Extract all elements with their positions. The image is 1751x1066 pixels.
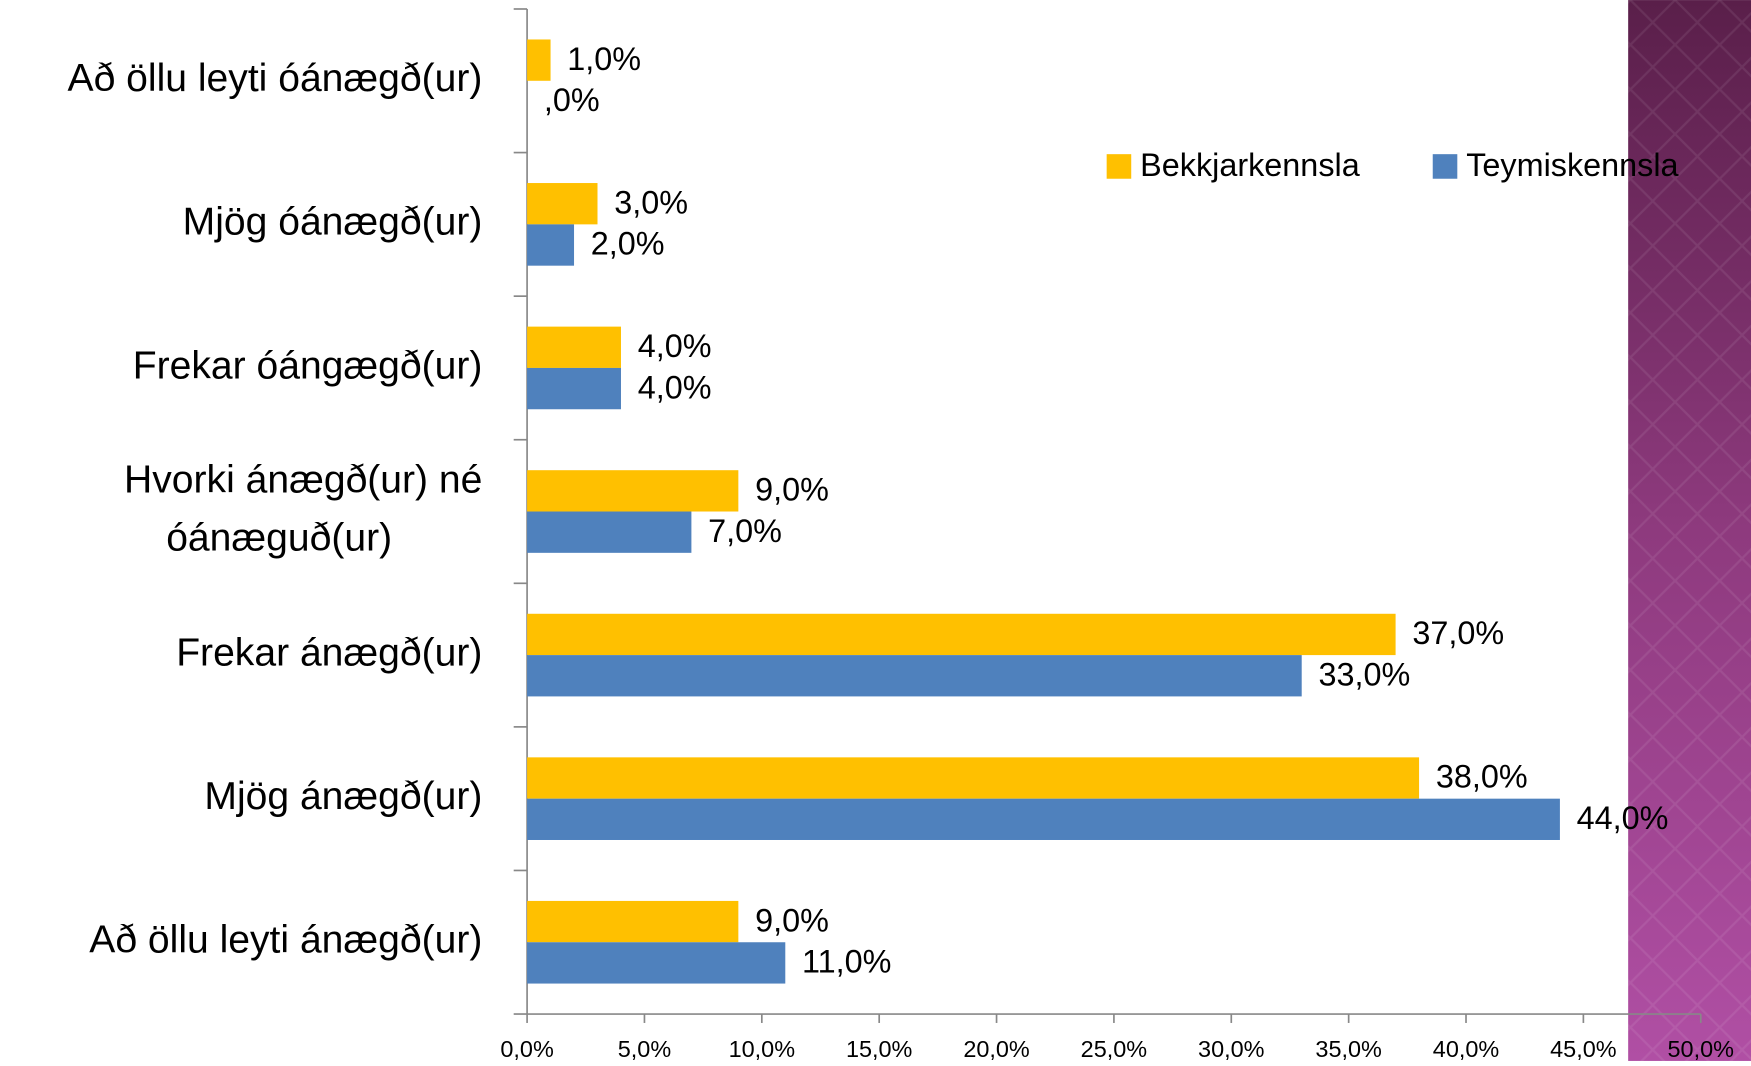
legend-swatch xyxy=(1432,154,1458,179)
data-label: 7,0% xyxy=(708,513,782,549)
bar xyxy=(527,326,621,368)
category-label: Mjög ánægð(ur) xyxy=(204,775,482,818)
legend-label: Teymiskennsla xyxy=(1466,147,1678,183)
x-tick-label: 50,0% xyxy=(1668,1036,1734,1061)
category-label: Hvorki ánægð(ur) né óánæguð(ur) xyxy=(124,459,482,560)
data-label: 11,0% xyxy=(802,944,891,980)
x-tick-label: 45,0% xyxy=(1550,1036,1616,1061)
bar xyxy=(527,470,739,512)
data-label: 1,0% xyxy=(567,41,641,77)
bar xyxy=(527,367,621,410)
bar xyxy=(527,757,1420,799)
bar xyxy=(527,511,692,553)
x-tick-label: 10,0% xyxy=(729,1036,795,1061)
bar xyxy=(527,942,786,984)
data-label: 4,0% xyxy=(638,369,712,405)
bar xyxy=(527,224,575,266)
data-label: 2,0% xyxy=(591,226,665,262)
side-pattern xyxy=(1628,0,1751,1061)
x-tick-label: 40,0% xyxy=(1433,1036,1499,1061)
data-label: 38,0% xyxy=(1436,759,1528,795)
category-label: Frekar ánægð(ur) xyxy=(176,631,482,674)
data-label: 9,0% xyxy=(755,902,829,938)
data-label: 44,0% xyxy=(1577,800,1669,836)
data-label: 33,0% xyxy=(1318,656,1410,692)
x-tick-label: 0,0% xyxy=(500,1036,553,1061)
x-tick-label: 5,0% xyxy=(618,1036,671,1061)
data-label: 3,0% xyxy=(614,184,688,220)
data-label: ,0% xyxy=(544,82,600,118)
category-label: Að öllu leyti óánægð(ur) xyxy=(68,57,483,100)
x-tick-label: 25,0% xyxy=(1081,1036,1147,1061)
bar xyxy=(527,613,1396,656)
category-label: Mjög óánægð(ur) xyxy=(183,201,483,244)
data-label: 37,0% xyxy=(1412,615,1504,651)
data-label: 4,0% xyxy=(638,328,712,364)
x-tick-label: 20,0% xyxy=(963,1036,1029,1061)
legend-swatch xyxy=(1106,154,1132,179)
category-label: Að öllu leyti ánægð(ur) xyxy=(89,919,482,962)
category-label: Frekar óángægð(ur) xyxy=(133,344,483,387)
data-label: 9,0% xyxy=(755,472,829,508)
x-tick-label: 15,0% xyxy=(846,1036,912,1061)
bar xyxy=(527,183,598,225)
x-tick-label: 30,0% xyxy=(1198,1036,1264,1061)
bar xyxy=(527,655,1302,697)
bar xyxy=(527,900,739,943)
legend-label: Bekkjarkennsla xyxy=(1140,147,1360,183)
x-tick-label: 35,0% xyxy=(1315,1036,1381,1061)
bar xyxy=(527,798,1560,840)
bar xyxy=(527,39,551,81)
